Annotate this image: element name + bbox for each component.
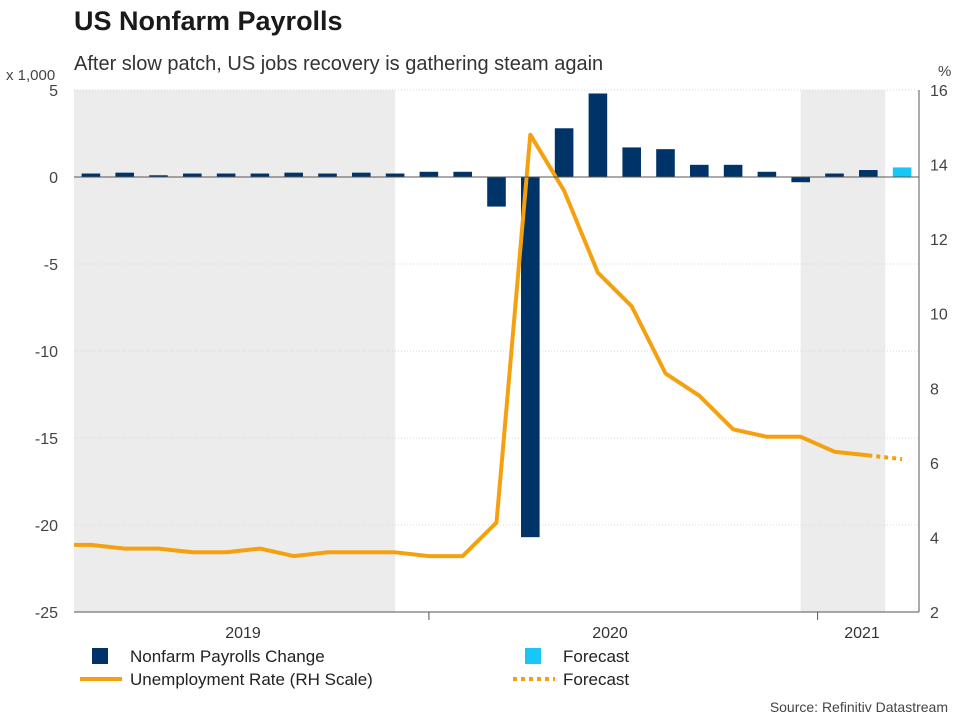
right-tick-label: 6 (930, 456, 939, 473)
legend-label: Unemployment Rate (RH Scale) (130, 670, 373, 689)
payroll-bar (284, 172, 303, 177)
chart-title: US Nonfarm Payrolls (74, 6, 343, 36)
payroll-bar (656, 149, 675, 177)
source-note: Source: Refinitiv Datastream (769, 699, 948, 715)
chart-subtitle: After slow patch, US jobs recovery is ga… (74, 53, 604, 75)
payroll-bar (723, 164, 743, 177)
payroll-bar (115, 172, 134, 177)
year-label: 2019 (225, 625, 261, 642)
payroll-bar (825, 173, 844, 177)
right-tick-label: 10 (930, 307, 948, 324)
payroll-bar (521, 177, 540, 538)
right-tick-label: 12 (930, 232, 948, 249)
legend-swatch (92, 648, 108, 664)
forecast-bar (892, 167, 912, 177)
legend-swatch (525, 648, 541, 664)
payroll-bar (487, 177, 506, 207)
unemployment-line (74, 132, 869, 559)
payroll-bar (183, 173, 202, 177)
right-tick-label: 8 (930, 381, 939, 398)
left-tick-label: -25 (35, 605, 58, 622)
payroll-bar (453, 171, 472, 177)
payroll-bar (791, 177, 810, 183)
right-tick-label: 2 (930, 605, 939, 622)
payroll-bar (757, 171, 777, 177)
payroll-bar (318, 173, 337, 177)
left-tick-label: -15 (35, 431, 58, 448)
payroll-bar (149, 175, 168, 177)
payroll-bar (250, 173, 270, 177)
right-tick-label: 14 (930, 158, 948, 175)
payroll-bar (419, 171, 439, 177)
right-tick-label: 4 (930, 530, 939, 547)
unemployment-forecast-line (868, 453, 903, 462)
legend-label: Forecast (563, 647, 629, 666)
left-tick-label: 5 (49, 83, 58, 100)
payroll-bar (588, 93, 608, 177)
legend-label: Nonfarm Payrolls Change (130, 647, 325, 666)
year-label: 2021 (844, 625, 880, 642)
payroll-bar (622, 147, 641, 177)
left-tick-label: -10 (35, 344, 58, 361)
payroll-bar (385, 173, 405, 177)
year-label: 2020 (592, 625, 628, 642)
payroll-bar (352, 172, 371, 177)
payroll-bar (859, 170, 878, 177)
payroll-bar (216, 173, 236, 177)
payroll-bar (81, 173, 101, 177)
right-axis-label: % (938, 63, 951, 80)
legend-label: Forecast (563, 670, 629, 689)
left-tick-label: -5 (44, 257, 58, 274)
right-tick-label: 16 (930, 83, 948, 100)
payroll-bar (554, 128, 574, 177)
left-axis-label: x 1,000 (6, 67, 55, 84)
left-tick-label: -20 (35, 518, 58, 535)
payroll-bar (690, 164, 709, 177)
left-tick-label: 0 (49, 170, 58, 187)
